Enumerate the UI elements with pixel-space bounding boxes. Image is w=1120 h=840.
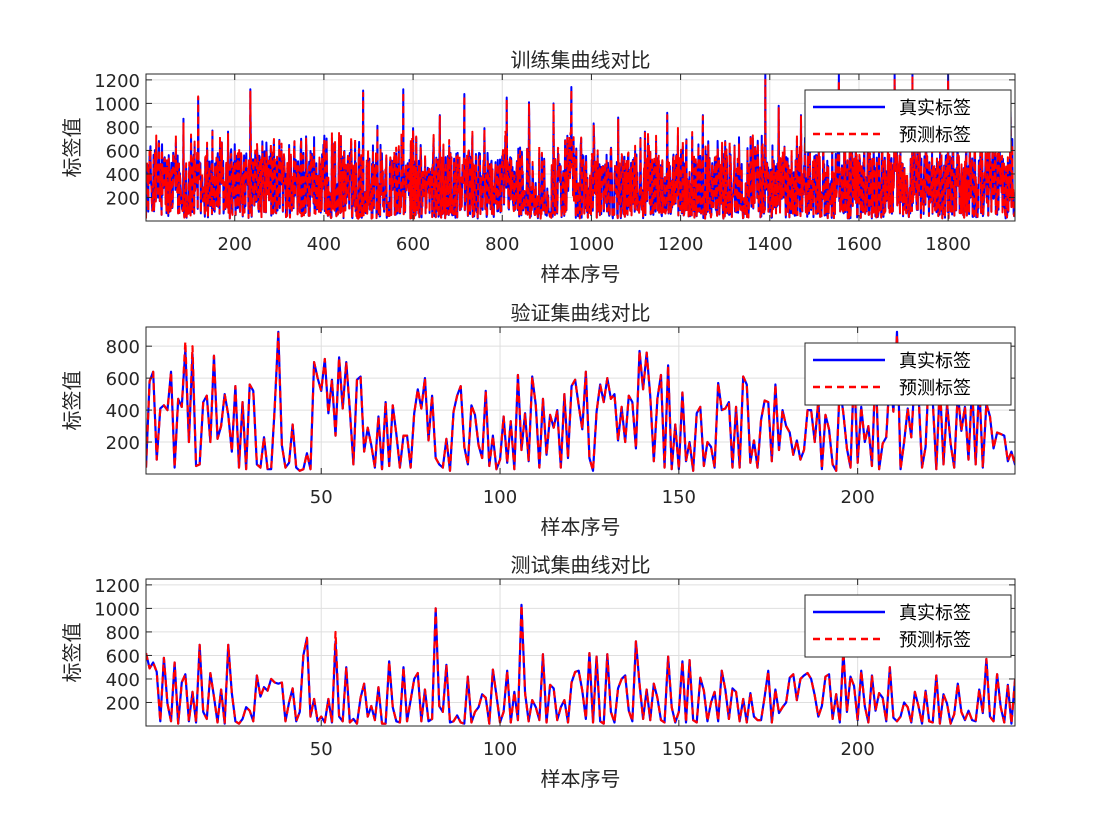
y-tick-label: 800 [106,118,140,139]
y-tick-label: 600 [106,369,140,390]
x-tick-label: 150 [662,487,696,508]
y-tick-label: 400 [106,165,140,186]
legend-label-predicted: 预测标签 [899,125,971,146]
y-tick-label: 400 [106,401,140,422]
y-tick-label: 1200 [94,71,140,92]
x-tick-label: 100 [483,487,517,508]
legend-label-true: 真实标签 [899,98,971,119]
y-tick-label: 800 [106,337,140,358]
test-chart-title: 测试集曲线对比 [511,553,651,577]
test-series-group [146,603,1015,725]
x-tick-label: 1000 [569,234,615,255]
validation-axes-frame [145,326,1016,475]
x-tick-label: 200 [840,487,874,508]
x-tick-label: 1400 [747,234,793,255]
x-tick-label: 50 [310,739,333,760]
x-tick-label: 400 [307,234,341,255]
x-tick-label: 800 [485,234,519,255]
y-tick-label: 200 [106,693,140,714]
test-series-predicted-label-line [146,603,1015,725]
y-tick-label: 200 [106,433,140,454]
x-tick-label: 1800 [925,234,971,255]
train-axes-frame [145,73,1016,222]
train-series-predicted-label-line [146,76,1015,220]
train-series-group [146,74,1015,220]
x-tick-label: 100 [483,739,517,760]
legend-box [804,342,1012,406]
y-tick-label: 1000 [94,599,140,620]
validation-y-axis-label: 标签值 [60,371,84,431]
y-tick-label: 800 [106,623,140,644]
y-tick-label: 600 [106,646,140,667]
train-panel: 200 400 600 800 1000 1200 1400 1600 180020040060… [60,48,1016,286]
validation-series-predicted-label-line [146,332,1015,472]
y-tick-label: 1200 [94,576,140,597]
train-x-axis-label: 样本序号 [541,262,621,286]
y-tick-label: 600 [106,141,140,162]
test-panel: 50 100 150 20020040060080010001200测试集曲线对比样本… [60,553,1016,791]
y-tick-label: 1000 [94,94,140,115]
legend-label-true: 真实标签 [899,603,971,624]
legend-label-predicted: 预测标签 [899,630,971,651]
legend-box [804,89,1012,153]
x-tick-label: 200 [840,739,874,760]
x-tick-label: 1200 [658,234,704,255]
train-chart-title: 训练集曲线对比 [511,48,651,72]
legend-label-predicted: 预测标签 [899,378,971,399]
legend-label-true: 真实标签 [899,351,971,372]
x-tick-label: 200 [218,234,252,255]
y-tick-label: 400 [106,670,140,691]
x-tick-label: 1600 [836,234,882,255]
y-tick-label: 200 [106,188,140,209]
legend-box [804,594,1012,658]
x-tick-label: 600 [396,234,430,255]
test-x-axis-label: 样本序号 [541,767,621,791]
validation-x-axis-label: 样本序号 [541,515,621,539]
test-y-axis-label: 标签值 [60,623,84,683]
validation-series-group [146,330,1015,472]
x-tick-label: 50 [310,487,333,508]
validation-chart-title: 验证集曲线对比 [511,301,651,325]
test-axes-frame [145,578,1016,727]
x-tick-label: 150 [662,739,696,760]
train-y-axis-label: 标签值 [60,118,84,178]
